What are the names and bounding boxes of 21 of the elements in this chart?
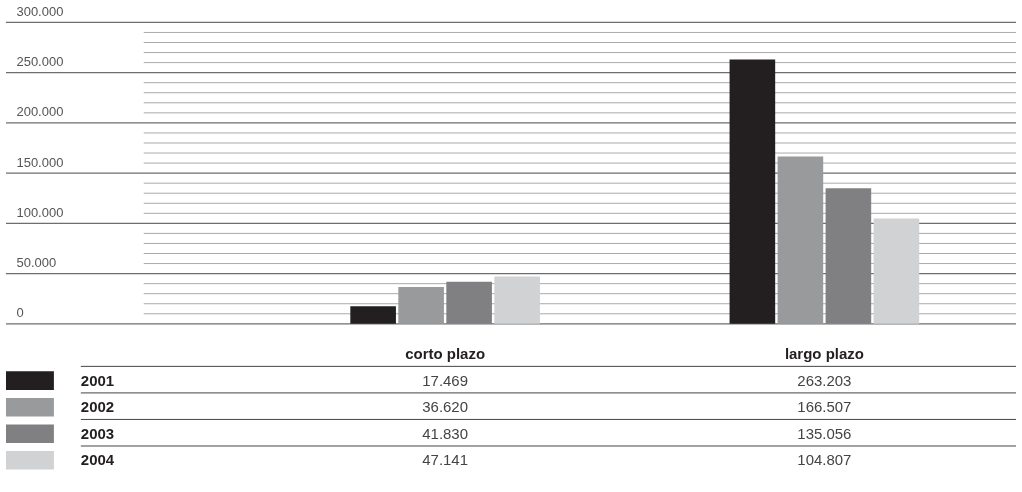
- text: 36.620: [422, 398, 469, 416]
- text: 135.056: [797, 424, 852, 442]
- y-tick-label: 150.000: [16, 154, 64, 170]
- legend-label: 2001: [80, 371, 115, 389]
- text: 17.469: [422, 371, 469, 389]
- legend-label: 2003: [80, 424, 115, 442]
- legend-label: 2002: [80, 398, 115, 416]
- y-tick-label: 0: [16, 305, 24, 321]
- y-tick-label: 50.000: [16, 255, 57, 271]
- y-tick-label: 100.000: [16, 204, 64, 220]
- text: 41.830: [422, 424, 469, 442]
- y-tick-label: 300.000: [16, 3, 64, 19]
- text: 47.141: [422, 451, 469, 469]
- x-tick-label: largo plazo: [784, 345, 864, 363]
- y-tick-label: 250.000: [16, 54, 64, 70]
- text: 104.807: [797, 451, 852, 469]
- text: 166.507: [797, 398, 852, 416]
- y-tick-label: 200.000: [16, 104, 64, 120]
- legend-label: 2004: [80, 451, 115, 469]
- x-tick-label: corto plazo: [405, 345, 486, 363]
- text: 263.203: [797, 371, 852, 389]
